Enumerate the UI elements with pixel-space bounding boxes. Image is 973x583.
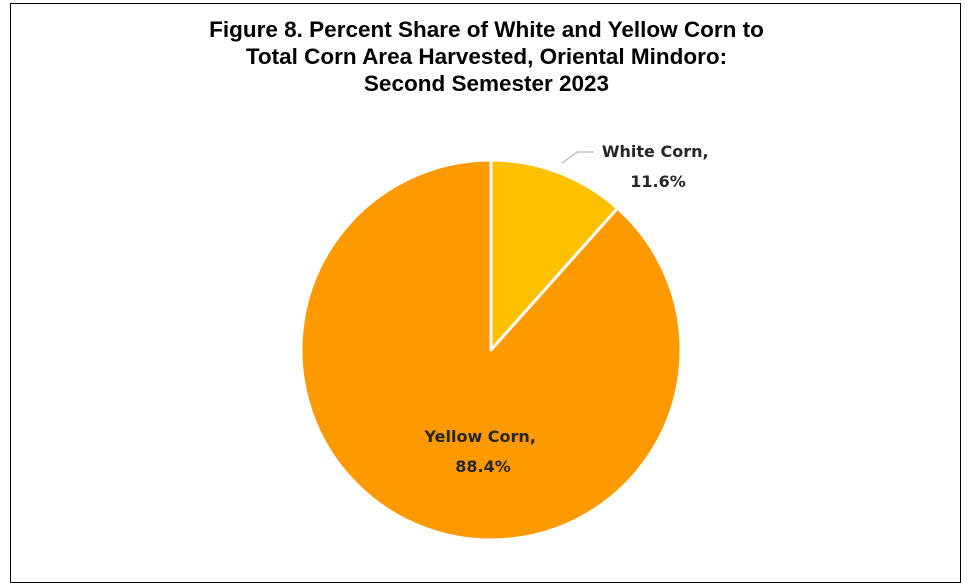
- pie-slice-white-corn: [489, 158, 620, 352]
- yellow-corn-label-name: Yellow Corn,: [424, 427, 536, 446]
- white-corn-label-name: White Corn,: [602, 142, 709, 161]
- pie-slices: [299, 158, 683, 542]
- chart-title: Figure 8. Percent Share of White and Yel…: [0, 16, 973, 97]
- pie-slice-yellow-corn: [299, 158, 683, 542]
- yellow-corn-label-value: 88.4%: [455, 457, 511, 476]
- chart-title-line-1: Figure 8. Percent Share of White and Yel…: [209, 17, 764, 42]
- chart-title-line-2: Total Corn Area Harvested, Oriental Mind…: [245, 44, 728, 69]
- chart-title-line-3: Second Semester 2023: [363, 71, 610, 96]
- yellow-corn-label: Yellow Corn, 88.4%: [424, 427, 542, 476]
- white-corn-label-value: 11.6%: [630, 172, 686, 191]
- white-corn-label: White Corn, 11.6%: [602, 142, 714, 191]
- white-corn-leader-line: [561, 151, 594, 164]
